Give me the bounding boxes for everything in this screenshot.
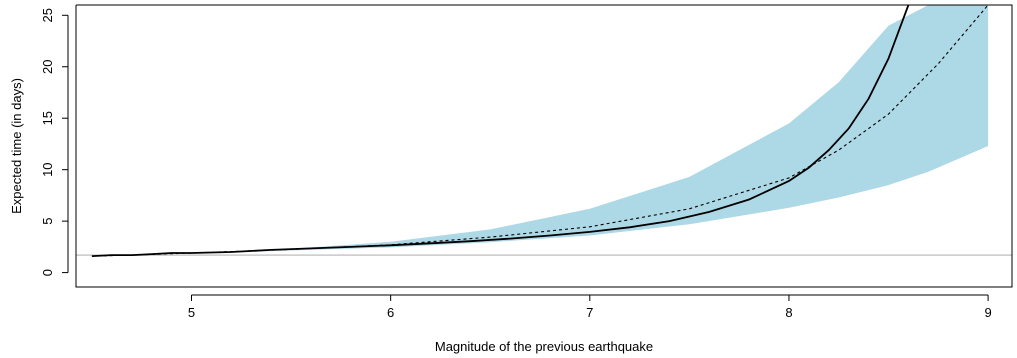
- y-tick-label: 20: [40, 60, 55, 74]
- x-tick-label: 8: [785, 305, 792, 320]
- plot-area: [76, 5, 1012, 257]
- y-tick-label: 5: [40, 217, 55, 224]
- y-tick-label: 15: [40, 111, 55, 125]
- x-tick-label: 7: [586, 305, 593, 320]
- series-dashed-line: [91, 5, 989, 257]
- y-tick-label: 0: [40, 269, 55, 276]
- plot-frame: [75, 4, 1013, 288]
- x-axis-label: Magnitude of the previous earthquake: [435, 339, 653, 354]
- axes: 5 6 7 8 9 0 5 10 15 20 25: [40, 4, 1013, 320]
- confidence-band: [91, 5, 989, 257]
- x-tick-label: 6: [387, 305, 394, 320]
- y-tick-label: 10: [40, 162, 55, 176]
- x-tick-label: 9: [984, 305, 991, 320]
- y-axis-label: Expected time (in days): [9, 78, 24, 214]
- y-tick-label: 25: [40, 8, 55, 22]
- x-tick-label: 5: [188, 305, 195, 320]
- series-solid-line: [91, 5, 910, 257]
